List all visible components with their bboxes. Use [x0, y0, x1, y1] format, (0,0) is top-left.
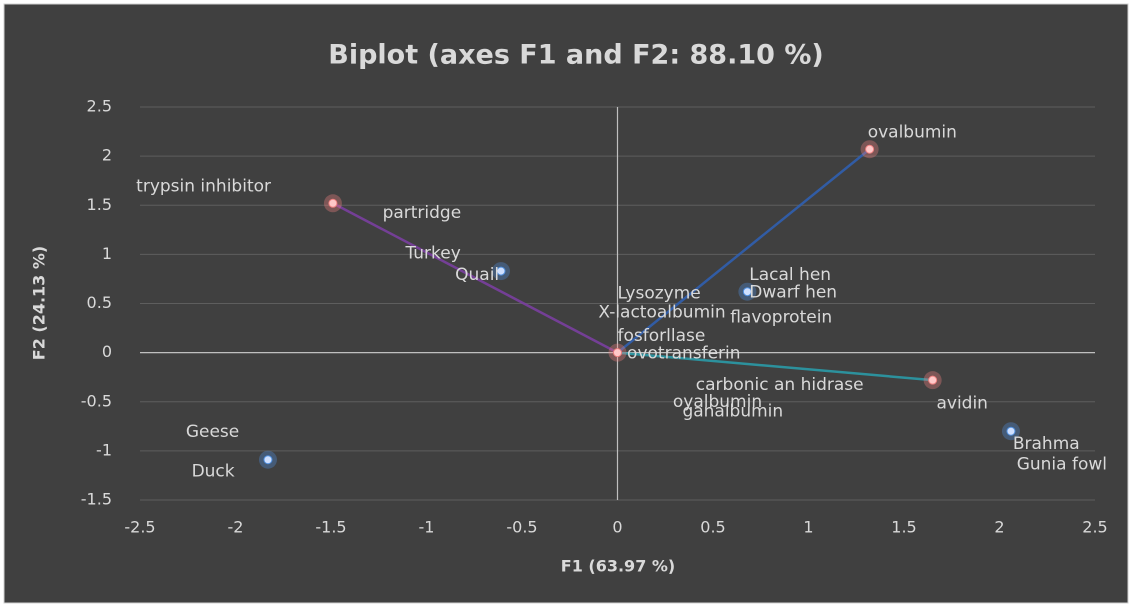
y-tick-label: -1.5	[81, 490, 112, 509]
point-label: Quail	[455, 265, 499, 285]
point	[328, 198, 338, 208]
y-tick-label: 0.5	[87, 293, 112, 312]
x-tick-label: 1.5	[891, 518, 916, 537]
x-tick-label: 2	[994, 518, 1004, 537]
point-label: flavoprotein	[730, 307, 832, 327]
point-label: Turkey	[404, 243, 460, 263]
loading-vector	[332, 202, 619, 354]
x-tick-label: 0	[612, 518, 622, 537]
point-label: avidin	[936, 394, 988, 414]
point-label: ovotransferin	[627, 344, 741, 364]
y-tick-label: 1.5	[87, 195, 112, 214]
point-label: oyalbumin	[673, 392, 762, 412]
point	[865, 144, 875, 154]
loading-vector	[617, 351, 933, 382]
loading-vector	[616, 148, 871, 354]
y-tick-label: -0.5	[81, 391, 112, 410]
chart-title: Biplot (axes F1 and F2: 88.10 %)	[328, 40, 823, 71]
point-label: Geese	[186, 422, 239, 442]
point-label: Brahma	[1013, 434, 1080, 454]
y-tick-label: -1	[96, 440, 112, 459]
point-label: Lacal hen	[749, 265, 831, 285]
x-tick-label: 2.5	[1082, 518, 1107, 537]
point	[928, 375, 938, 385]
point	[613, 348, 622, 358]
y-tick-label: 2	[102, 146, 112, 165]
x-axis-label: F1 (63.97 %)	[561, 557, 675, 576]
x-tick-label: -1.5	[315, 518, 346, 537]
point	[496, 266, 506, 276]
point-label: partridge	[383, 203, 462, 223]
point-label: ganalbumin	[682, 402, 783, 422]
point-label: ovalbumin	[868, 123, 957, 143]
point-label: Gunia fowl	[1017, 455, 1107, 475]
y-tick-label: 2.5	[87, 97, 112, 116]
point-label: fosforllase	[618, 326, 706, 346]
point	[742, 287, 752, 297]
x-tick-label: -2	[228, 518, 244, 537]
x-tick-label: -0.5	[506, 518, 537, 537]
x-tick-label: 0.5	[700, 518, 725, 537]
x-tick-label: -1	[419, 518, 435, 537]
x-tick-label: -2.5	[124, 518, 155, 537]
point	[263, 455, 273, 465]
point	[1006, 426, 1016, 436]
point-label: X-lactoalbumin	[598, 302, 725, 322]
point-label: Dwarf hen	[749, 283, 837, 303]
point-label: Lysozyme	[618, 284, 701, 304]
y-axis-label: F2 (24.13 %)	[30, 246, 49, 360]
y-tick-label: 0	[102, 342, 112, 361]
point-label: trypsin inhibitor	[136, 177, 271, 197]
y-tick-label: 1	[102, 244, 112, 263]
point-label: carbonic an hidrase	[696, 375, 864, 395]
point-label: Duck	[192, 462, 235, 482]
x-tick-label: 1	[803, 518, 813, 537]
